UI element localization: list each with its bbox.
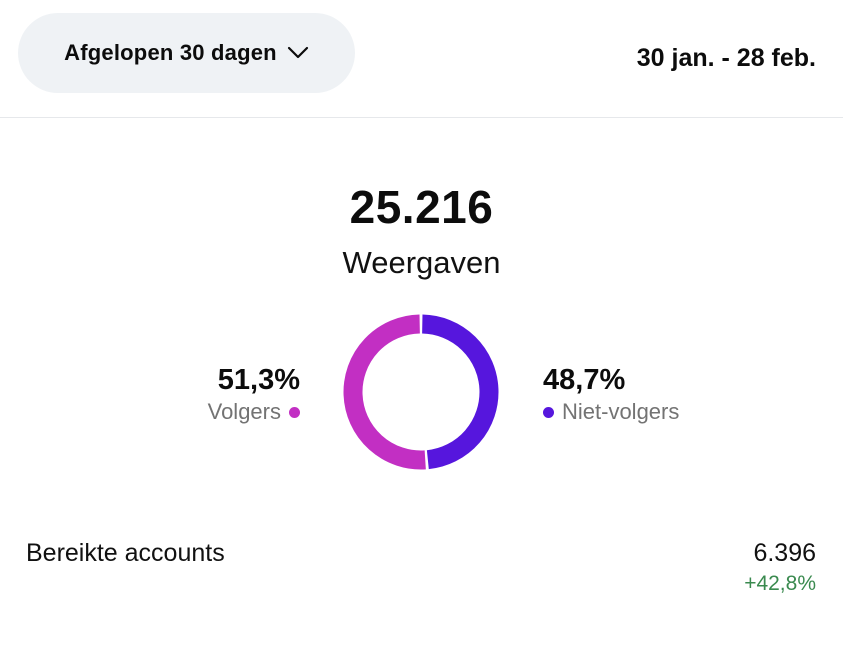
non-followers-dot-icon — [543, 406, 554, 418]
divider — [0, 117, 843, 118]
metric-row-reached-accounts[interactable]: Bereikte accounts 6.396 +42,8% — [26, 535, 816, 597]
legend-followers: 51,3% Volgers — [208, 363, 300, 427]
total-views-value: 25.216 — [349, 181, 494, 233]
metric-value: 6.396 — [753, 539, 816, 567]
views-donut-chart — [343, 314, 499, 470]
chevron-down-icon — [287, 46, 309, 60]
period-dropdown-button[interactable]: Afgelopen 30 dagen — [18, 13, 355, 93]
donut-segment-followers — [343, 314, 426, 470]
donut-segment-non-followers — [421, 314, 499, 470]
period-label: Afgelopen 30 dagen — [64, 40, 277, 65]
non-followers-percent: 48,7% — [543, 364, 626, 396]
followers-dot-icon — [289, 406, 300, 418]
total-views-label: Weergaven — [342, 245, 501, 280]
legend-non-followers: 48,7% Niet-volgers — [543, 363, 679, 427]
non-followers-label: Niet-volgers — [562, 399, 680, 424]
metric-change: +42,8% — [744, 572, 816, 595]
metric-label: Bereikte accounts — [26, 539, 225, 567]
followers-label: Volgers — [207, 399, 281, 424]
followers-percent: 51,3% — [217, 364, 300, 396]
date-range: 30 jan. - 28 feb. — [636, 44, 816, 72]
